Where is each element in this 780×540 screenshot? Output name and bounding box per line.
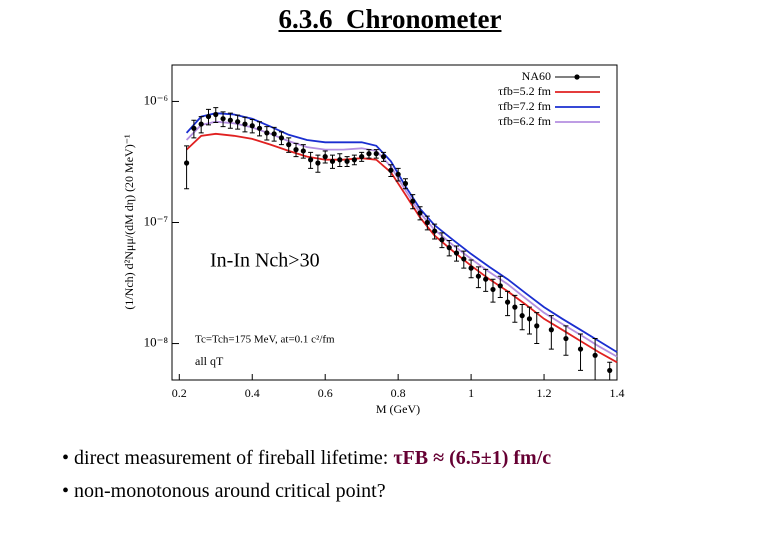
data-point — [300, 148, 306, 154]
legend-label: τfb=5.2 fm — [498, 84, 552, 98]
data-point — [337, 157, 343, 163]
data-point — [380, 154, 387, 160]
data-point — [249, 123, 255, 129]
data-point — [242, 121, 248, 127]
data-point — [235, 119, 241, 125]
data-point — [286, 142, 292, 148]
data-point — [373, 151, 379, 157]
data-point — [468, 265, 474, 271]
data-point — [351, 157, 357, 163]
error-bar — [592, 338, 598, 381]
bullet-text: direct measurement of fireball lifetime: — [74, 447, 394, 469]
x-tick-label: 1 — [468, 386, 474, 400]
x-tick-label: 0.8 — [391, 386, 406, 400]
data-point — [446, 245, 452, 251]
data-point — [220, 116, 226, 122]
annotation: In-In Nch>30 — [210, 250, 320, 272]
data-point — [256, 125, 263, 131]
data-point — [490, 286, 496, 293]
data-point — [183, 160, 190, 166]
data-point — [293, 147, 299, 153]
legend-label: τfb=7.2 fm — [498, 99, 552, 113]
data-point — [322, 154, 328, 160]
legend-marker — [574, 74, 580, 80]
data-point — [432, 228, 438, 234]
data-point — [417, 210, 423, 216]
data-point — [359, 154, 365, 160]
data-point — [424, 219, 430, 226]
error-bar — [548, 315, 554, 350]
bullet-text: non-monotonous around critical point? — [74, 480, 386, 502]
data-point — [329, 158, 336, 164]
x-tick-label: 1.2 — [537, 386, 552, 400]
data-point — [315, 160, 321, 166]
y-tick-label: 10⁻⁷ — [144, 213, 168, 228]
bullet: non-monotonous around critical point? — [62, 480, 386, 503]
annotation: all qT — [195, 354, 224, 368]
data-point — [402, 180, 409, 187]
data-point — [526, 316, 533, 322]
data-point — [213, 111, 219, 118]
data-point — [308, 157, 314, 163]
data-point — [198, 121, 204, 127]
data-point — [497, 283, 503, 289]
error-bar — [578, 333, 584, 371]
data-point — [410, 198, 416, 204]
data-point — [577, 346, 584, 352]
data-point — [453, 250, 460, 256]
data-point — [439, 237, 445, 243]
chart-panel — [115, 62, 628, 419]
data-point — [366, 151, 372, 157]
error-bar — [184, 145, 190, 190]
data-point — [227, 117, 233, 123]
bullet: direct measurement of fireball lifetime:… — [62, 447, 551, 470]
data-point — [519, 313, 525, 319]
data-point — [278, 135, 285, 141]
legend-label: τfb=6.2 fm — [498, 114, 552, 128]
x-tick-label: 0.2 — [172, 386, 187, 400]
chart: M (GeV) (1/Nch) d²Nμμ/(dM dη) (20 MeV)⁻¹… — [115, 62, 628, 419]
data-point — [264, 130, 270, 136]
bullet-emphasis: τFB ≈ (6.5±1) fm/c — [393, 447, 552, 469]
data-point — [395, 171, 401, 177]
x-tick-label: 1.4 — [610, 386, 625, 400]
data-point — [607, 367, 613, 374]
x-tick-label: 0.4 — [245, 386, 260, 400]
y-axis-label: (1/Nch) d²Nμμ/(dM dη) (20 MeV)⁻¹ — [122, 134, 136, 310]
data-point — [534, 323, 540, 329]
data-point — [548, 327, 554, 333]
data-point — [388, 167, 394, 173]
data-point — [475, 273, 481, 279]
x-axis-label: M (GeV) — [376, 402, 420, 416]
y-tick-label: 10⁻⁸ — [144, 335, 169, 350]
data-point — [512, 304, 518, 310]
x-tick-label: 0.6 — [318, 386, 333, 400]
y-tick-label: 10⁻⁶ — [144, 92, 168, 107]
data-point — [271, 131, 277, 137]
data-point — [461, 256, 467, 262]
model-curve — [185, 132, 618, 364]
data-point — [504, 299, 511, 305]
data-point — [205, 113, 212, 120]
annotation: Tc=Tch=175 MeV, at=0.1 c²/fm — [195, 334, 335, 346]
slide-title: 6.3.6 Chronometer — [278, 4, 502, 34]
data-point — [563, 335, 569, 342]
data-point — [592, 352, 598, 358]
data-point — [191, 125, 197, 131]
data-point — [483, 276, 489, 282]
legend-label: NA60 — [522, 69, 551, 83]
data-point — [344, 158, 350, 164]
